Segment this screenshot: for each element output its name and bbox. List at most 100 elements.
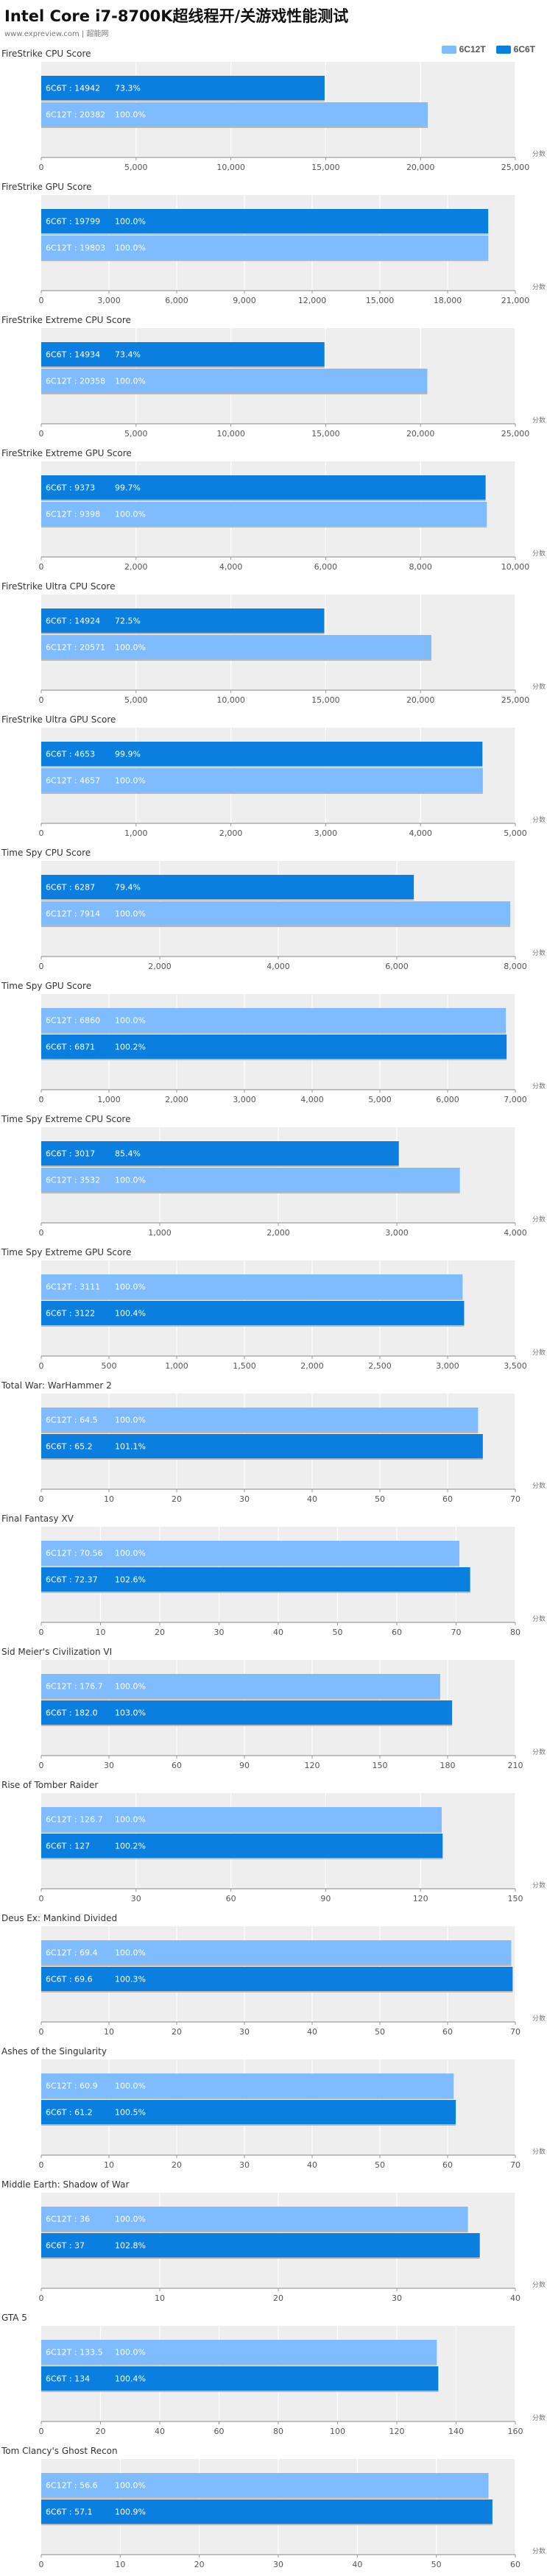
- chart-7: Time Spy CPU Score 0 2,000 4,000 6,000 8,000 分…: [1, 848, 546, 971]
- bar-shadow: [41, 1325, 465, 1327]
- chart-title: Time Spy GPU Score: [1, 981, 91, 991]
- x-tick-label: 2,000: [219, 828, 243, 838]
- x-tick-label: 18,000: [434, 296, 462, 305]
- x-tick-label: 1,000: [97, 1095, 121, 1104]
- bar-percent-label: 100.0%: [115, 1815, 146, 1825]
- x-tick-label: 60: [392, 1628, 402, 1637]
- bar-shadow: [41, 1059, 507, 1060]
- chart-3: FireStrike Extreme CPU Score 0 5,000 10,000…: [1, 315, 546, 439]
- unit-label: 分数: [532, 1082, 546, 1090]
- bar-value-label: 6C12T : 7914: [46, 909, 100, 919]
- x-tick-label: 6,000: [385, 962, 409, 971]
- bar-shadow: [41, 2231, 468, 2232]
- bar-percent-label: 100.0%: [115, 2348, 146, 2357]
- bar-value-label: 6C12T : 126.7: [46, 1815, 103, 1825]
- bar-percent-label: 100.0%: [115, 2215, 146, 2224]
- bar-percent-label: 100.0%: [115, 1416, 146, 1425]
- bar-value-label: 6C6T : 6287: [46, 883, 95, 893]
- x-tick-label: 210: [508, 1761, 523, 1770]
- x-tick-label: 5,000: [504, 828, 527, 838]
- x-tick-label: 4,000: [504, 1228, 527, 1238]
- x-tick-label: 60: [442, 1494, 453, 1504]
- bar-value-label: 6C12T : 20571: [46, 643, 105, 653]
- bar-percent-label: 100.2%: [115, 1043, 146, 1052]
- bar-percent-label: 100.0%: [115, 2481, 146, 2491]
- bar: [41, 2499, 493, 2524]
- x-tick-label: 30: [273, 2560, 283, 2569]
- chart-11: Total War: WarHammer 2 0 10 20 30 40 50 60 70 分数 6…: [1, 1380, 546, 1504]
- bar: [41, 2073, 454, 2098]
- bar-value-label: 6C6T : 3017: [46, 1149, 95, 1159]
- x-tick-label: 5,000: [124, 429, 148, 439]
- bar-percent-label: 100.4%: [115, 1309, 146, 1319]
- x-tick-label: 1,000: [165, 1361, 188, 1371]
- chart-8: Time Spy GPU Score 0 1,000 2,000 3,000 4,000 5…: [1, 981, 546, 1104]
- bar-shadow: [41, 1165, 399, 1167]
- page-header: Intel Core i7-8700K超线程开/关游戏性能测试 www.expr…: [0, 0, 547, 46]
- bar: [41, 875, 414, 899]
- x-tick-label: 40: [510, 2293, 520, 2303]
- bar: [41, 1008, 507, 1032]
- bar-value-label: 6C6T : 19799: [46, 217, 100, 227]
- x-tick-label: 120: [305, 1761, 320, 1770]
- chart-12: Final Fantasy XV 0 10 20 30 40 50 60 70 80 分数 6C12T…: [1, 1514, 546, 1637]
- x-tick-label: 120: [413, 1894, 428, 1903]
- x-tick-label: 40: [155, 2427, 165, 2436]
- x-tick-label: 40: [307, 2160, 317, 2170]
- bar-value-label: 6C6T : 134: [46, 2374, 90, 2384]
- x-tick-label: 40: [273, 1628, 283, 1637]
- x-tick-label: 5,000: [124, 695, 148, 705]
- x-tick-label: 30: [239, 1494, 250, 1504]
- x-tick-label: 6,000: [314, 562, 338, 572]
- bar: [41, 635, 431, 659]
- bar-value-label: 6C12T : 3532: [46, 1176, 100, 1185]
- unit-label: 分数: [532, 149, 546, 158]
- x-tick-label: 30: [214, 1628, 225, 1637]
- bar-shadow: [41, 2098, 454, 2099]
- x-tick-label: 10: [96, 1628, 106, 1637]
- x-tick-label: 150: [508, 1894, 523, 1903]
- x-tick-label: 5,000: [368, 1095, 392, 1104]
- chart-title: FireStrike CPU Score: [1, 49, 91, 59]
- x-tick-label: 20,000: [406, 429, 435, 439]
- bar-percent-label: 100.0%: [115, 2082, 146, 2091]
- x-tick-label: 3,000: [314, 828, 338, 838]
- x-tick-label: 1,000: [124, 828, 148, 838]
- x-tick-label: 6,000: [165, 296, 188, 305]
- x-tick-label: 10: [104, 2160, 114, 2170]
- x-tick-label: 12,000: [298, 296, 327, 305]
- bar-value-label: 6C12T : 133.5: [46, 2348, 103, 2357]
- bar-value-label: 6C6T : 14924: [46, 617, 100, 626]
- x-tick-label: 0: [39, 296, 44, 305]
- bar-shadow: [41, 127, 428, 128]
- x-tick-label: 0: [39, 2560, 44, 2569]
- x-tick-label: 2,000: [165, 1095, 188, 1104]
- chart-5: FireStrike Ultra CPU Score 0 5,000 10,000 15…: [1, 581, 546, 705]
- x-tick-label: 0: [39, 962, 44, 971]
- bar-shadow: [41, 366, 325, 368]
- x-tick-label: 60: [172, 1761, 182, 1770]
- bar: [41, 1301, 465, 1325]
- bar-shadow: [41, 1858, 443, 1859]
- unit-label: 分数: [532, 1748, 546, 1756]
- unit-label: 分数: [532, 2014, 546, 2023]
- unit-label: 分数: [532, 682, 546, 691]
- x-tick-label: 40: [307, 2027, 317, 2037]
- chart-4: FireStrike Extreme GPU Score 0 2,000 4,000 6…: [1, 448, 546, 572]
- x-tick-label: 40: [352, 2560, 362, 2569]
- bar-shadow: [41, 2124, 456, 2126]
- x-tick-label: 2,000: [148, 962, 172, 971]
- x-tick-label: 60: [510, 2560, 520, 2569]
- legend-entry-6c12t: 6C12T: [441, 44, 486, 54]
- bar-shadow: [41, 260, 489, 261]
- x-tick-label: 10: [104, 2027, 114, 2037]
- x-tick-label: 3,000: [233, 1095, 256, 1104]
- chart-13: Sid Meier's Civilization VI 0 30 60 90 120 150…: [1, 1647, 546, 1770]
- chart-title: Time Spy Extreme GPU Score: [1, 1247, 131, 1257]
- x-tick-label: 10,000: [216, 429, 245, 439]
- bar: [41, 2366, 439, 2391]
- bar: [41, 2340, 437, 2364]
- bar-percent-label: 100.0%: [115, 1016, 146, 1026]
- bar-shadow: [41, 1192, 460, 1193]
- bar-shadow: [41, 1698, 440, 1700]
